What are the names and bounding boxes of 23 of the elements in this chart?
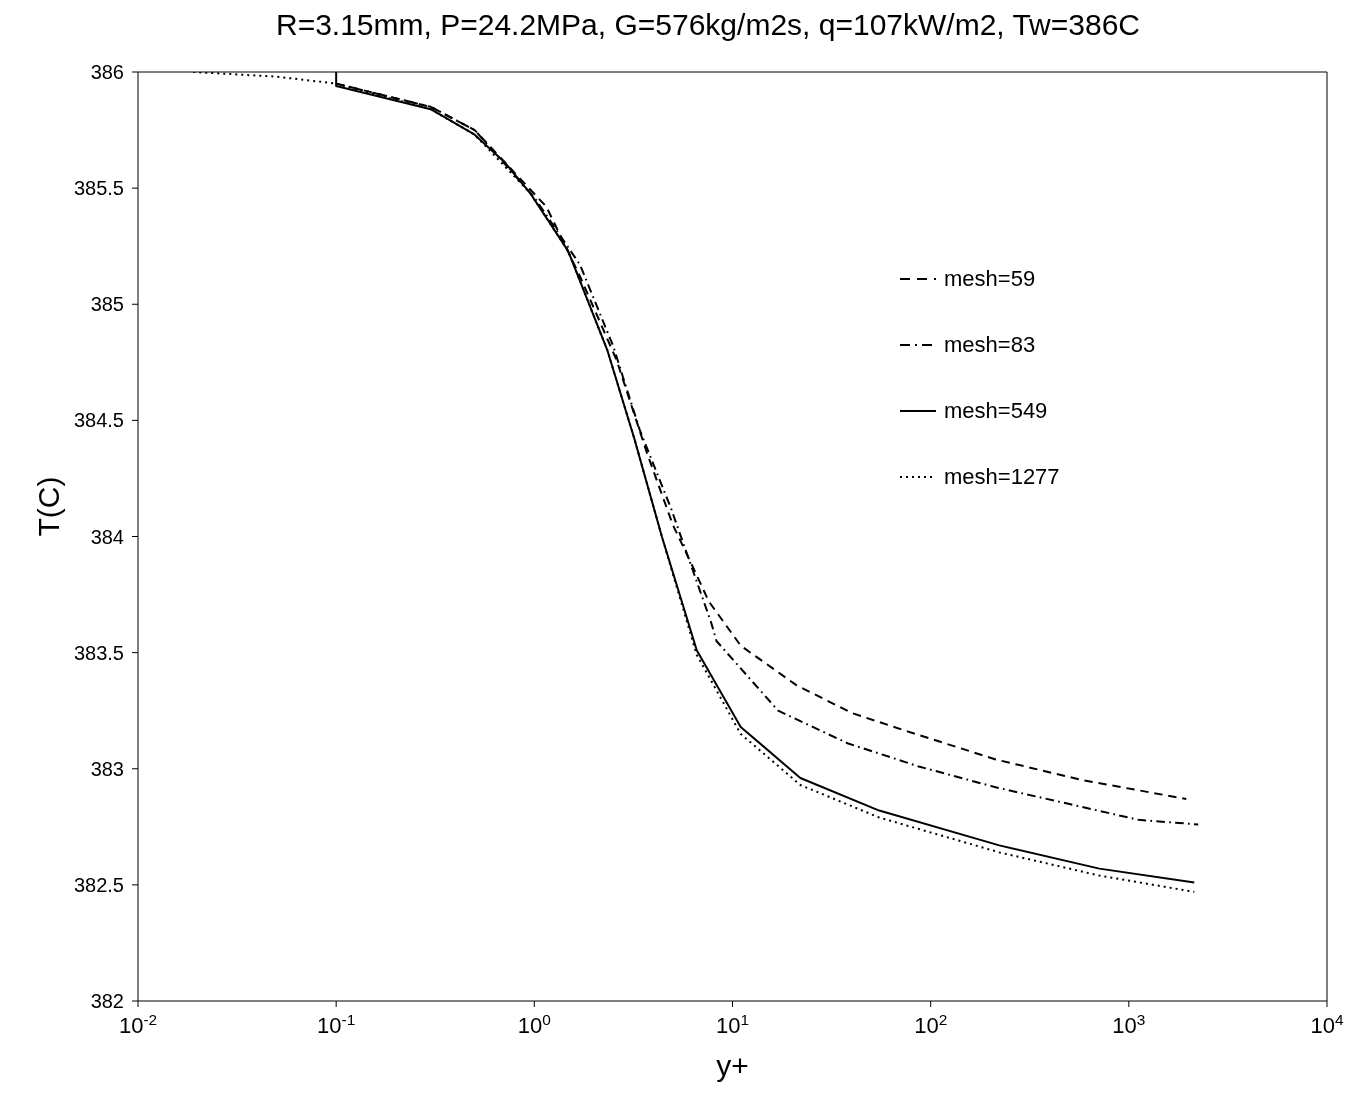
legend-label: mesh=83 xyxy=(944,332,1036,358)
legend-label: mesh=59 xyxy=(944,266,1036,292)
y-tick-label: 384 xyxy=(90,525,124,548)
y-tick-label: 383.5 xyxy=(73,641,124,664)
x-tick-label: 10$^{0}$ xyxy=(517,1010,551,1038)
x-tick-label: 10$^{-1}$ xyxy=(317,1010,356,1038)
legend-label: mesh=1277 xyxy=(944,464,1060,490)
x-tick-label: 10$^{3}$ xyxy=(1112,1010,1146,1038)
y-tick-label: 382 xyxy=(90,990,124,1012)
x-axis-title: y+ xyxy=(716,1049,749,1082)
x-tick-label: 10$^{2}$ xyxy=(914,1010,948,1038)
y-tick-label: 385.5 xyxy=(73,177,124,200)
y-tick-label: 383 xyxy=(90,757,124,780)
legend-label: mesh=549 xyxy=(944,398,1048,424)
x-tick-label: 10$^{-2}$ xyxy=(118,1010,158,1038)
y-tick-label: 382.5 xyxy=(73,873,124,896)
chart-title: R=3.15mm, P=24.2MPa, G=576kg/m2s, q=107kW/m2, Tw=386C xyxy=(274,8,1142,43)
y-tick-label: 386 xyxy=(90,61,124,83)
y-axis-title: T(C) xyxy=(31,476,65,537)
x-tick-label: 10$^{4}$ xyxy=(1310,1010,1344,1038)
y-tick-label: 385 xyxy=(90,293,124,316)
x-tick-label: 10$^{1}$ xyxy=(715,1010,750,1038)
y-tick-label: 384.5 xyxy=(73,409,124,432)
